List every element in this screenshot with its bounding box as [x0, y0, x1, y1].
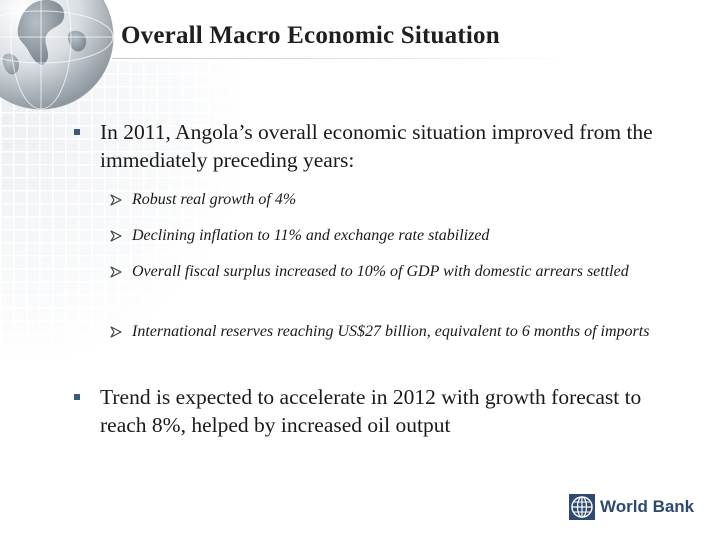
bullet-text: Trend is expected to accelerate in 2012 … [100, 385, 642, 437]
bullet-item: Trend is expected to accelerate in 2012 … [74, 383, 684, 439]
world-bank-logo: World Bank [569, 494, 695, 522]
sub-bullet-item: Declining inflation to 11% and exchange … [110, 225, 700, 247]
sub-bullet-text: Overall fiscal surplus increased to 10% … [132, 263, 629, 280]
title-divider [112, 58, 572, 59]
sub-bullet-item: Overall fiscal surplus increased to 10% … [110, 261, 700, 283]
world-bank-emblem-icon [569, 494, 595, 520]
sub-bullet-item: Robust real growth of 4% [110, 189, 700, 211]
arrow-bullet-icon [110, 326, 122, 338]
arrow-bullet-icon [110, 266, 122, 278]
sub-bullet-text: Declining inflation to 11% and exchange … [132, 227, 490, 244]
globe-icon [0, 0, 114, 110]
slide-title: Overall Macro Economic Situation [121, 22, 500, 49]
square-bullet-icon [74, 129, 80, 135]
arrow-bullet-icon [110, 194, 122, 206]
logo-text: World Bank [600, 497, 695, 516]
bullet-text: In 2011, Angola’s overall economic situa… [100, 120, 653, 172]
sub-bullet-text: Robust real growth of 4% [132, 191, 297, 208]
decorative-grid [0, 60, 240, 360]
bullet-item: In 2011, Angola’s overall economic situa… [74, 118, 684, 174]
square-bullet-icon [74, 394, 80, 400]
sub-bullet-text: International reserves reaching US$27 bi… [132, 323, 650, 340]
arrow-bullet-icon [110, 230, 122, 242]
sub-bullet-item: International reserves reaching US$27 bi… [110, 321, 700, 343]
